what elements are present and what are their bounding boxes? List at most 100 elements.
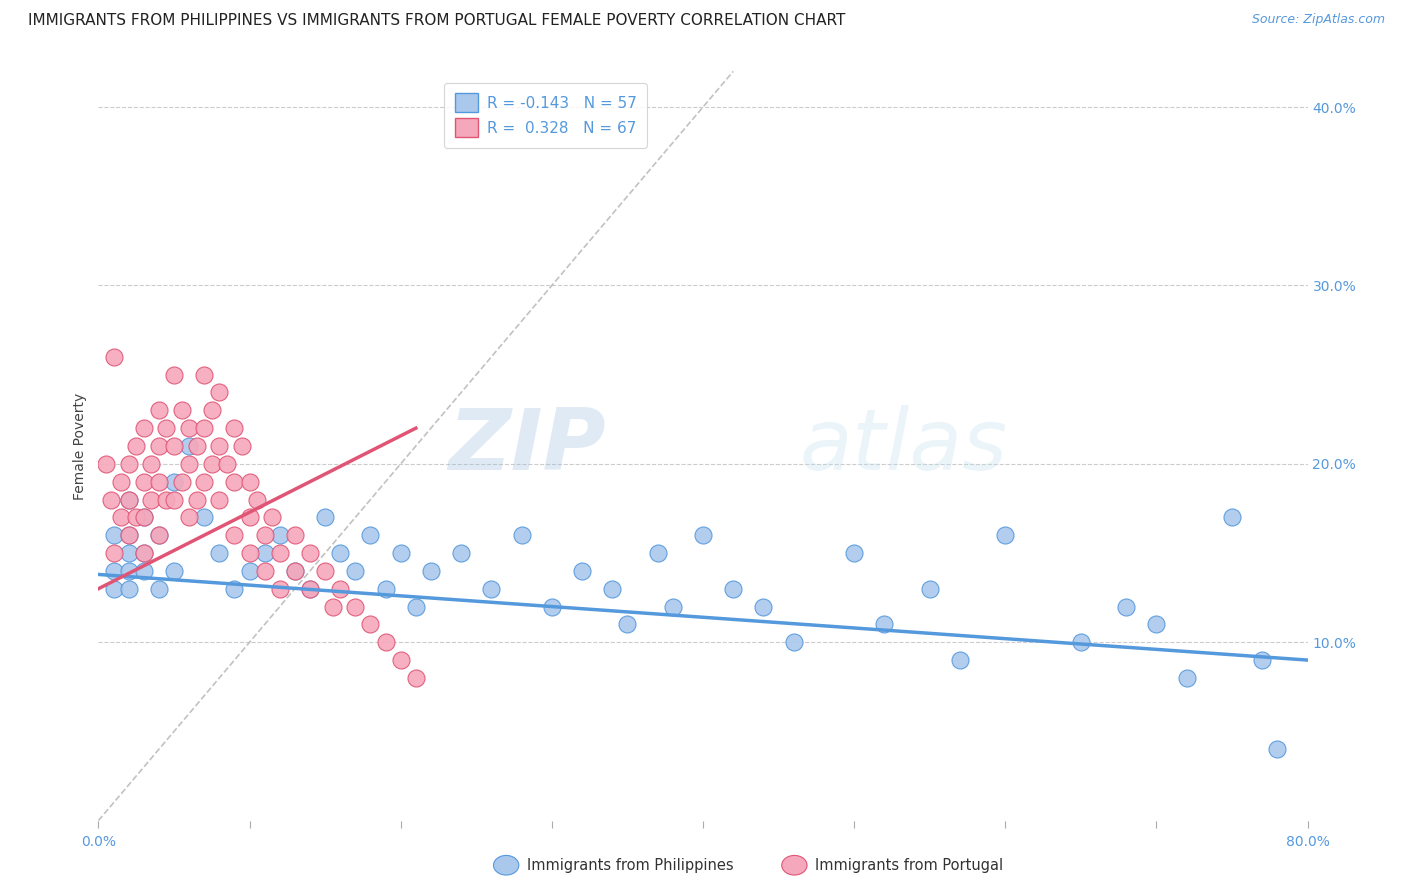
Point (118, 546, 141, 560)
Point (253, 528, 276, 542)
Point (299, 582, 322, 596)
Point (284, 564, 307, 578)
Point (1115, 599, 1137, 614)
Point (125, 510, 148, 524)
Point (602, 582, 624, 596)
Point (918, 582, 941, 596)
Point (616, 617, 638, 632)
Point (450, 546, 472, 560)
Point (253, 546, 276, 560)
Point (269, 528, 291, 542)
Point (314, 510, 336, 524)
Text: IMMIGRANTS FROM PHILIPPINES VS IMMIGRANTS FROM PORTUGAL FEMALE POVERTY CORRELATI: IMMIGRANTS FROM PHILIPPINES VS IMMIGRANT… (28, 13, 845, 29)
Point (132, 510, 155, 524)
Point (208, 492, 231, 507)
Point (132, 421, 155, 435)
Point (132, 475, 155, 489)
Point (661, 599, 683, 614)
Point (103, 528, 125, 542)
Point (374, 582, 396, 596)
Point (118, 582, 141, 596)
Text: Source: ZipAtlas.com: Source: ZipAtlas.com (1251, 13, 1385, 27)
Point (299, 582, 322, 596)
Point (246, 492, 269, 507)
Point (647, 546, 669, 560)
Point (692, 528, 714, 542)
Point (329, 582, 352, 596)
Point (262, 510, 284, 524)
Point (148, 528, 170, 542)
Point (540, 599, 562, 614)
Point (186, 439, 208, 453)
Point (179, 421, 201, 435)
Point (783, 635, 806, 649)
Point (118, 457, 141, 471)
Point (239, 475, 262, 489)
Point (118, 492, 141, 507)
Point (118, 492, 141, 507)
Point (118, 528, 141, 542)
Point (215, 457, 238, 471)
Point (405, 671, 427, 685)
Point (193, 510, 215, 524)
Point (239, 546, 262, 560)
Point (239, 510, 262, 524)
Point (389, 546, 412, 560)
Point (284, 564, 307, 578)
Point (179, 510, 201, 524)
Point (163, 439, 186, 453)
Point (179, 457, 201, 471)
Point (148, 403, 170, 417)
Point (163, 492, 186, 507)
Point (155, 421, 177, 435)
Point (253, 564, 276, 578)
Point (873, 617, 896, 632)
Point (949, 653, 972, 667)
Legend: R = -0.143   N = 57, R =  0.328   N = 67: R = -0.143 N = 57, R = 0.328 N = 67 (444, 83, 648, 147)
Point (132, 564, 155, 578)
Point (103, 564, 125, 578)
Point (224, 528, 246, 542)
Point (148, 528, 170, 542)
Point (193, 368, 215, 382)
Point (360, 617, 382, 632)
Point (148, 582, 170, 596)
Point (571, 564, 593, 578)
Point (1251, 653, 1274, 667)
Point (208, 385, 231, 400)
Point (132, 546, 155, 560)
Point (1175, 671, 1198, 685)
Point (118, 564, 141, 578)
Point (94, 457, 117, 471)
Point (723, 582, 745, 596)
Point (208, 439, 231, 453)
Point (103, 582, 125, 596)
Text: Immigrants from Portugal: Immigrants from Portugal (815, 858, 1004, 872)
Point (299, 546, 322, 560)
Point (1220, 510, 1243, 524)
Point (314, 564, 336, 578)
Point (201, 403, 224, 417)
Point (100, 492, 122, 507)
Point (844, 546, 866, 560)
Point (1144, 617, 1167, 632)
Point (510, 528, 533, 542)
Point (1070, 635, 1092, 649)
Point (1267, 742, 1289, 756)
Point (269, 582, 291, 596)
Point (239, 564, 262, 578)
Point (224, 582, 246, 596)
Point (103, 546, 125, 560)
Text: Immigrants from Philippines: Immigrants from Philippines (527, 858, 734, 872)
Point (141, 492, 163, 507)
Point (322, 599, 344, 614)
Point (389, 653, 412, 667)
Point (186, 492, 208, 507)
Point (170, 475, 193, 489)
Point (110, 510, 132, 524)
Point (201, 457, 224, 471)
Point (994, 528, 1017, 542)
Point (752, 599, 775, 614)
Point (344, 564, 367, 578)
Point (360, 528, 382, 542)
